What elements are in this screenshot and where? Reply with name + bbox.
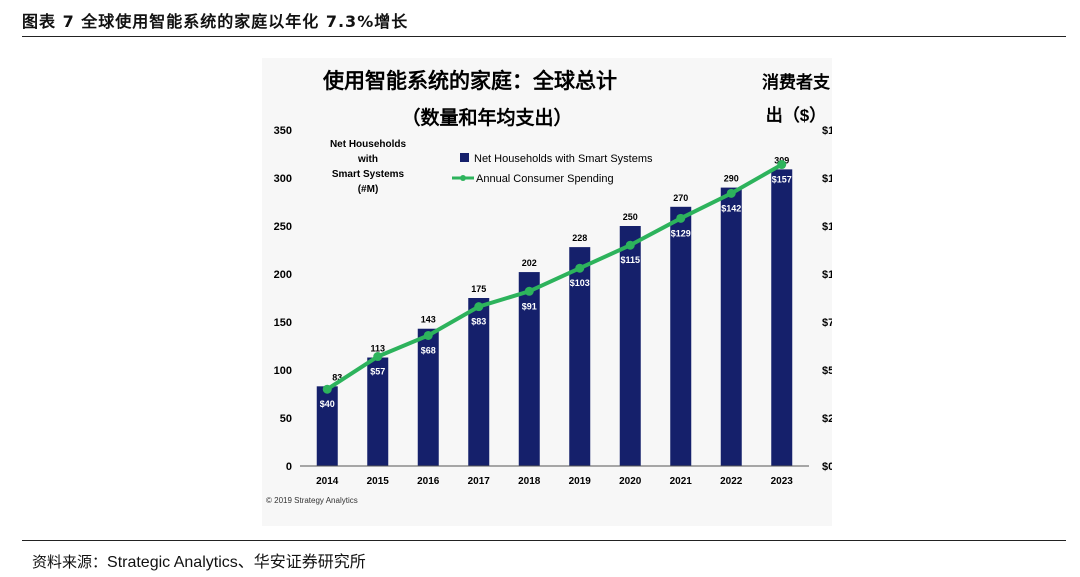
bar-label-2021: 270	[673, 193, 688, 203]
x-tick-label: 2014	[316, 476, 339, 487]
left-axis-title-line: (#M)	[358, 184, 379, 195]
spending-label-2015: $57	[370, 367, 385, 377]
spending-point-2020	[625, 240, 635, 250]
x-tick-label: 2023	[771, 476, 794, 487]
left-axis-title-line: Net Households	[330, 139, 407, 150]
left-tick-label: 50	[280, 413, 292, 425]
spending-point-2014	[322, 384, 332, 394]
legend-label-spending: Annual Consumer Spending	[476, 173, 614, 185]
left-tick-label: 200	[274, 269, 292, 281]
right-tick-label: $0	[822, 461, 832, 473]
chart-svg: 使用智能系统的家庭：全球总计 （数量和年均支出） 消费者支 出（$） Net H…	[266, 69, 846, 505]
right-tick-label: $175	[822, 125, 832, 137]
bar-2014	[316, 386, 338, 466]
spending-label-2022: $142	[721, 203, 741, 213]
bar-2015	[367, 357, 389, 466]
legend: Net Households with Smart Systems Annual…	[452, 153, 653, 185]
chart-title-line1: 使用智能系统的家庭：全球总计	[322, 69, 617, 93]
spending-point-2021	[676, 213, 686, 223]
bar-label-2022: 290	[724, 174, 739, 184]
bar-2019	[569, 247, 591, 466]
chart-panel: 使用智能系统的家庭：全球总计 （数量和年均支出） 消费者支 出（$） Net H…	[262, 58, 846, 526]
spending-line	[322, 160, 787, 394]
spending-label-2020: $115	[620, 255, 640, 265]
figure-title: 图表 7 全球使用智能系统的家庭以年化 7.3%增长	[22, 12, 409, 31]
right-tick-label: $100	[822, 269, 832, 281]
top-rule	[22, 36, 1066, 37]
source-note: 资料来源：Strategic Analytics、华安证券研究所	[32, 548, 366, 572]
spending-label-2016: $68	[421, 345, 436, 355]
left-tick-label: 100	[274, 365, 292, 377]
left-tick-label: 300	[274, 173, 292, 185]
x-tick-label: 2017	[468, 476, 491, 487]
x-tick-label: 2019	[569, 476, 592, 487]
bar-label-2020: 250	[623, 212, 638, 222]
left-axis: 0 50 100 150 200 250 300 350	[274, 125, 292, 473]
chart-title-line2: （数量和年均支出）	[401, 106, 572, 129]
spending-point-2022	[726, 188, 736, 198]
x-tick-label: 2021	[670, 476, 693, 487]
bottom-rule	[22, 540, 1066, 541]
x-tick-label: 2022	[720, 476, 743, 487]
bar-2017	[468, 298, 490, 466]
right-tick-label: $75	[822, 317, 832, 329]
left-tick-label: 0	[286, 461, 292, 473]
bar-2021	[670, 206, 692, 467]
copyright: © 2019 Strategy Analytics	[266, 496, 358, 505]
spending-label-2017: $83	[471, 317, 486, 327]
spending-point-2018	[524, 286, 534, 296]
legend-swatch-households	[460, 153, 469, 162]
bars	[316, 169, 793, 467]
bar-label-2017: 175	[471, 284, 486, 294]
bar-2023	[771, 169, 793, 467]
left-tick-label: 350	[274, 125, 292, 137]
bar-label-2018: 202	[522, 258, 537, 268]
legend-label-households: Net Households with Smart Systems	[474, 153, 653, 165]
source-label: 资料来源：	[32, 553, 108, 571]
right-tick-label: $150	[822, 173, 832, 185]
left-axis-title: Net Households with Smart Systems (#M)	[330, 139, 407, 195]
bar-2022	[720, 187, 742, 466]
right-axis: $0 $25 $50 $75 $100 $125 $150 $175	[822, 125, 846, 473]
spending-label-2023: $157	[772, 175, 792, 185]
x-tick-label: 2016	[417, 476, 440, 487]
right-axis-title-line1: 消费者支	[762, 72, 831, 92]
legend-marker-spending	[460, 175, 466, 181]
bar-label-2015: 113	[370, 344, 385, 354]
bar-2020	[619, 226, 641, 466]
spending-point-2023	[777, 160, 787, 170]
spending-line-path	[326, 162, 783, 391]
left-tick-label: 250	[274, 221, 292, 233]
spending-label-2019: $103	[570, 278, 590, 288]
right-tick-label: $25	[822, 413, 832, 425]
left-axis-title-line: with	[357, 154, 378, 165]
right-axis-title-line2: 出（$）	[766, 105, 826, 125]
right-tick-label: $50	[822, 365, 832, 377]
bar-label-2016: 143	[421, 315, 436, 325]
spending-value-labels: $40 $57 $68 $83 $91 $103 $115 $129 $142 $157	[320, 175, 792, 410]
x-tick-label: 2018	[518, 476, 541, 487]
spending-point-2017	[474, 302, 484, 312]
left-axis-title-line: Smart Systems	[332, 169, 405, 180]
spending-label-2018: $91	[522, 301, 537, 311]
spending-point-2019	[575, 263, 585, 273]
x-tick-label: 2020	[619, 476, 642, 487]
bar-label-2019: 228	[572, 233, 587, 243]
bar-2016	[417, 328, 439, 466]
spending-label-2014: $40	[320, 399, 335, 409]
bar-2018	[518, 272, 540, 466]
left-tick-label: 150	[274, 317, 292, 329]
x-tick-label: 2015	[367, 476, 390, 487]
x-axis: 2014 2015 2016 2017 2018 2019 2020 2021 2022 2023	[300, 465, 809, 487]
bar-label-2014: 83	[332, 372, 342, 382]
spending-point-2015	[373, 352, 383, 362]
spending-point-2016	[423, 330, 433, 340]
source-text: Strategic Analytics、华安证券研究所	[107, 554, 366, 571]
right-tick-label: $125	[822, 221, 832, 233]
spending-label-2021: $129	[671, 228, 691, 238]
